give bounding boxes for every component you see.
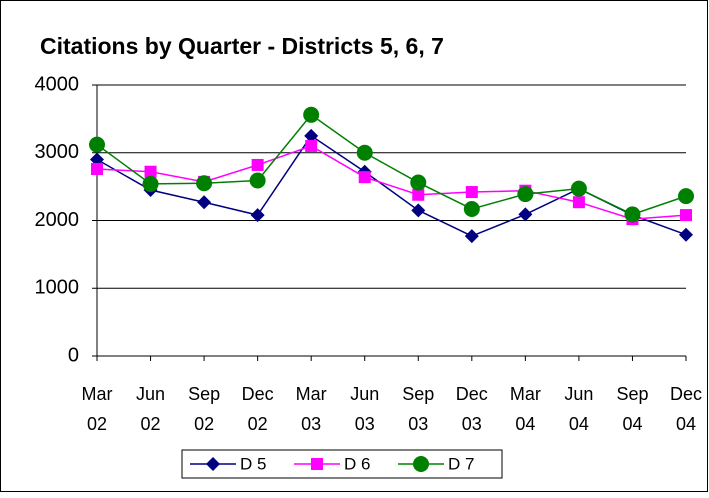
marker (464, 229, 479, 244)
chart-title: Citations by Quarter - Districts 5, 6, 7 (40, 33, 444, 59)
marker (251, 158, 264, 171)
y-tick-label: 3000 (35, 141, 80, 163)
marker (517, 186, 534, 203)
series-line (96, 145, 687, 220)
x-tick-label: Sep 03 (402, 384, 434, 434)
legend-label: D 5 (240, 454, 266, 473)
marker (197, 195, 212, 210)
marker (570, 180, 587, 197)
marker (356, 144, 373, 161)
marker (410, 174, 427, 191)
marker (305, 139, 318, 152)
y-tick-label: 1000 (35, 277, 80, 299)
legend-marker (413, 456, 429, 472)
y-tick-label: 2000 (35, 209, 80, 231)
x-tick-label: Dec 03 (456, 384, 488, 434)
legend-label: D 6 (344, 454, 370, 473)
marker (303, 106, 320, 123)
marker (518, 207, 533, 222)
x-tick-label: Sep 02 (188, 384, 220, 434)
y-tick-label: 0 (68, 344, 79, 366)
marker (142, 175, 159, 192)
x-tick-label: Mar 04 (510, 384, 541, 434)
marker (144, 165, 157, 178)
x-tick-label: Mar 03 (296, 384, 327, 434)
marker (412, 188, 425, 201)
marker (304, 128, 319, 143)
marker (463, 200, 480, 217)
x-tick-label: Dec 02 (242, 384, 274, 434)
marker (572, 196, 585, 209)
marker (679, 227, 693, 242)
marker (249, 172, 266, 189)
y-tick-label: 4000 (35, 73, 80, 95)
marker (680, 209, 692, 222)
series-line (96, 113, 687, 216)
marker (624, 206, 641, 223)
legend-marker (206, 457, 220, 471)
marker (411, 203, 426, 218)
x-tick-label: Jun 03 (350, 384, 379, 434)
legend-marker (311, 458, 323, 470)
marker (196, 175, 213, 192)
x-tick-label: Mar 02 (82, 384, 113, 434)
x-tick-label: Jun 02 (136, 384, 165, 434)
x-tick-label: Sep 04 (616, 384, 648, 434)
marker (89, 136, 105, 153)
x-tick-label: Dec 04 (670, 384, 702, 434)
x-tick-label: Jun 04 (564, 384, 593, 434)
marker (250, 208, 265, 223)
marker (678, 188, 694, 205)
marker (358, 171, 371, 184)
marker (465, 186, 478, 199)
legend-label: D 7 (448, 454, 474, 473)
marker (91, 163, 103, 176)
